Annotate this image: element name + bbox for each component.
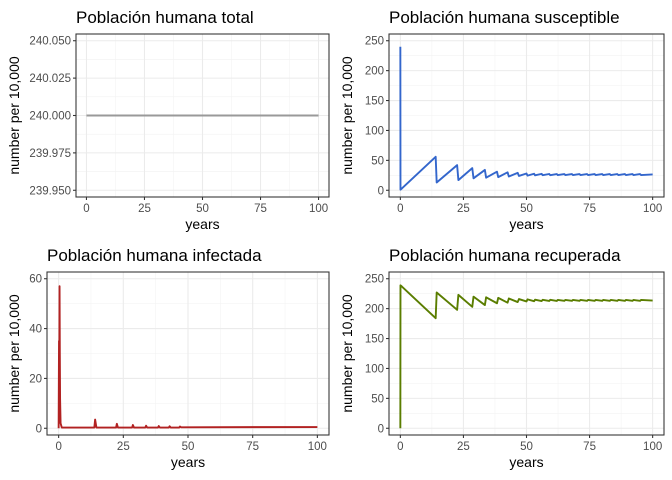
x-tick-label: 100	[308, 441, 327, 453]
x-tick-label: 100	[643, 203, 662, 215]
x-axis-label: years	[509, 454, 543, 470]
panel-4: 0 25 50 75 100 0 50 100 150 200 250 Población human…	[339, 246, 665, 470]
panel-1: 0 25 50 75 100 239.950 239.975 240.000 240.025 24…	[6, 8, 330, 232]
x-tick-label: 75	[583, 441, 596, 453]
y-axis-label: number per 10,000	[6, 294, 22, 413]
chart-title: Población humana recuperada	[389, 246, 621, 265]
x-tick-label: 50	[520, 203, 533, 215]
y-axis-label: number per 10,000	[339, 56, 355, 175]
y-tick-label: 0	[378, 423, 384, 435]
panel-3: 0 25 50 75 100 0 20 40 60 Población humana infect…	[6, 246, 330, 470]
x-tick-label: 25	[117, 441, 130, 453]
y-tick-label: 240.025	[29, 73, 71, 85]
x-tick-label: 0	[397, 203, 403, 215]
y-tick-label: 0	[36, 423, 42, 435]
chart-title: Población humana susceptible	[389, 8, 620, 27]
y-tick-label: 100	[365, 363, 384, 375]
y-tick-label: 100	[365, 125, 384, 137]
y-tick-label: 250	[365, 274, 384, 286]
x-tick-label: 75	[254, 203, 267, 215]
y-tick-label: 20	[29, 373, 42, 385]
chart-title: Población humana total	[76, 8, 254, 27]
y-tick-label: 60	[29, 274, 42, 286]
x-tick-label: 100	[643, 441, 662, 453]
y-tick-label: 0	[378, 185, 384, 197]
x-axis-label: years	[171, 454, 205, 470]
series-line-susceptible	[399, 46, 653, 191]
x-tick-label: 25	[138, 203, 151, 215]
x-tick-label: 50	[520, 441, 533, 453]
y-tick-label: 240.000	[29, 111, 71, 123]
y-tick-label: 50	[371, 155, 384, 167]
y-tick-label: 250	[365, 36, 384, 48]
y-tick-label: 200	[365, 304, 384, 316]
series-line-recuperada	[399, 284, 653, 429]
x-tick-label: 0	[55, 441, 61, 453]
y-tick-label: 239.950	[29, 185, 71, 197]
x-tick-label: 0	[397, 441, 403, 453]
x-axis-label: years	[185, 216, 219, 232]
x-tick-label: 75	[583, 203, 596, 215]
y-tick-label: 200	[365, 66, 384, 78]
y-axis-label: number per 10,000	[339, 294, 355, 413]
y-tick-label: 239.975	[29, 148, 71, 160]
x-tick-label: 75	[246, 441, 259, 453]
x-tick-label: 0	[83, 203, 89, 215]
y-tick-label: 240.050	[29, 36, 71, 48]
x-axis-label: years	[509, 216, 543, 232]
x-tick-label: 50	[196, 203, 209, 215]
x-tick-label: 100	[309, 203, 328, 215]
x-tick-label: 25	[457, 203, 470, 215]
x-tick-label: 25	[457, 441, 470, 453]
y-tick-label: 50	[371, 393, 384, 405]
panel-2: 0 25 50 75 100 0 50 100 150 200 250 Población human…	[339, 8, 665, 232]
chart-title: Población humana infectada	[47, 246, 262, 265]
y-tick-label: 150	[365, 334, 384, 346]
y-axis-label: number per 10,000	[6, 56, 22, 175]
series-line-infectada	[57, 285, 318, 429]
y-tick-label: 40	[29, 324, 42, 336]
y-tick-label: 150	[365, 96, 384, 108]
x-tick-label: 50	[182, 441, 195, 453]
